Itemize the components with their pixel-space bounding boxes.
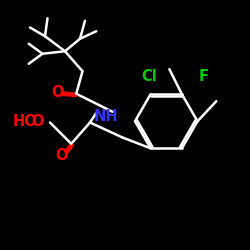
Text: HO: HO — [12, 114, 37, 130]
Text: O: O — [31, 114, 44, 130]
Text: NH: NH — [94, 109, 118, 124]
Text: O: O — [51, 85, 63, 100]
Text: O: O — [56, 148, 68, 162]
Text: F: F — [199, 69, 209, 84]
Text: Cl: Cl — [141, 69, 157, 84]
